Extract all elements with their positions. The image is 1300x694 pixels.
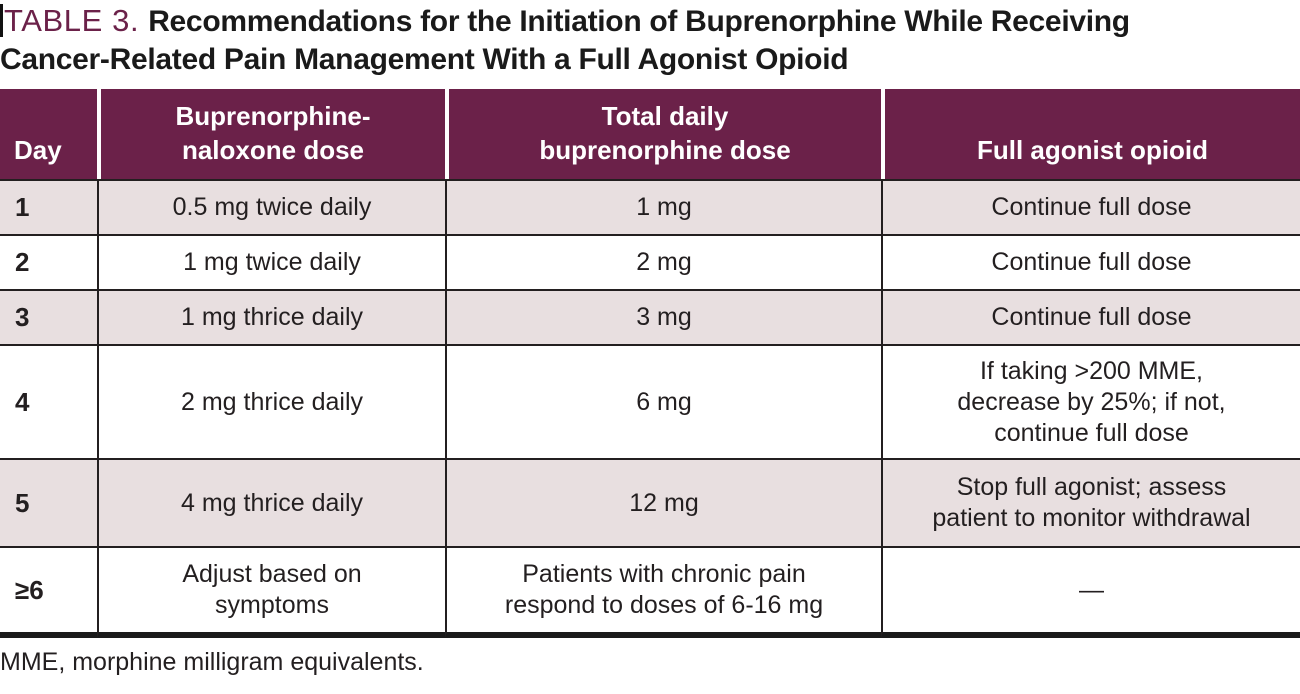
footnote: MME, morphine milligram equivalents.	[0, 648, 424, 676]
column-header-total-daily: Total daily buprenorphine dose	[445, 89, 881, 179]
full-agonist-cell: Continue full dose	[881, 234, 1300, 289]
table-row: 2 1 mg twice daily 2 mg Continue full do…	[0, 234, 1300, 289]
full-agonist-cell: Continue full dose	[881, 179, 1300, 234]
day-cell: 3	[0, 289, 97, 344]
total-daily-cell: 3 mg	[445, 289, 881, 344]
total-daily-cell: 6 mg	[445, 344, 881, 458]
table-row: ≥6 Adjust based on symptoms Patients wit…	[0, 546, 1300, 638]
day-cell: 1	[0, 179, 97, 234]
table-caption: TABLE 3. Recommendations for the Initiati…	[0, 2, 1300, 79]
caption-rule	[0, 4, 3, 37]
table-row: 5 4 mg thrice daily 12 mg Stop full agon…	[0, 458, 1300, 546]
full-agonist-cell: —	[881, 546, 1300, 638]
day-cell: 4	[0, 344, 97, 458]
day-cell: ≥6	[0, 546, 97, 638]
day-cell: 2	[0, 234, 97, 289]
total-daily-cell: 1 mg	[445, 179, 881, 234]
bup-naloxone-cell: 1 mg thrice daily	[97, 289, 445, 344]
full-agonist-cell: Continue full dose	[881, 289, 1300, 344]
total-daily-cell: 2 mg	[445, 234, 881, 289]
column-header-full-agonist: Full agonist opioid	[881, 89, 1300, 179]
column-header-day: Day	[0, 89, 97, 179]
full-agonist-cell: If taking >200 MME, decrease by 25%; if …	[881, 344, 1300, 458]
full-agonist-cell: Stop full agonist; assess patient to mon…	[881, 458, 1300, 546]
table-row: 1 0.5 mg twice daily 1 mg Continue full …	[0, 179, 1300, 234]
bup-naloxone-cell: 2 mg thrice daily	[97, 344, 445, 458]
table-row: 4 2 mg thrice daily 6 mg If taking >200 …	[0, 344, 1300, 458]
table-number-label: TABLE 3.	[4, 3, 140, 38]
header-row: Day Buprenorphine- naloxone dose Total d…	[0, 89, 1300, 179]
bup-naloxone-cell: 1 mg twice daily	[97, 234, 445, 289]
table-title-text: Recommendations for the Initiation of Bu…	[0, 5, 1130, 76]
recommendations-table: Day Buprenorphine- naloxone dose Total d…	[0, 89, 1300, 638]
bup-naloxone-cell: 4 mg thrice daily	[97, 458, 445, 546]
day-cell: 5	[0, 458, 97, 546]
total-daily-cell: 12 mg	[445, 458, 881, 546]
table-row: 3 1 mg thrice daily 3 mg Continue full d…	[0, 289, 1300, 344]
total-daily-cell: Patients with chronic pain respond to do…	[445, 546, 881, 638]
bup-naloxone-cell: 0.5 mg twice daily	[97, 179, 445, 234]
bup-naloxone-cell: Adjust based on symptoms	[97, 546, 445, 638]
column-header-bup-naloxone: Buprenorphine- naloxone dose	[97, 89, 445, 179]
